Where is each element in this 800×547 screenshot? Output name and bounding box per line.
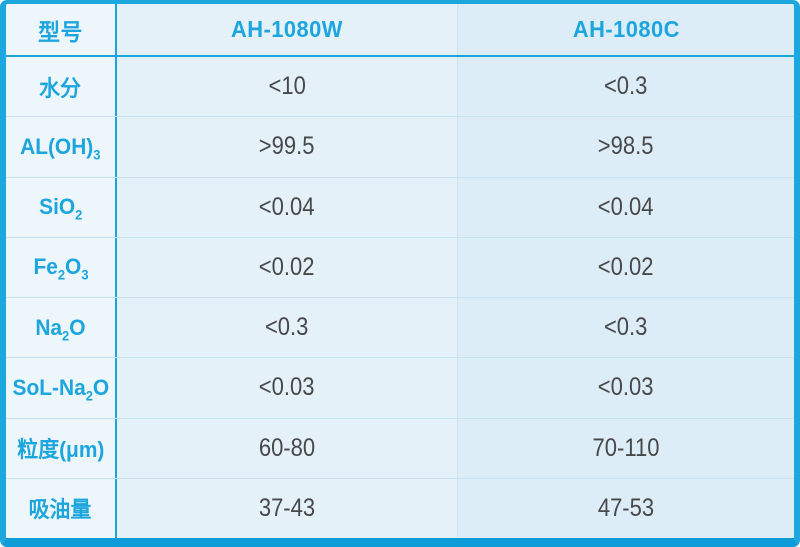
- cell-value: >98.5: [598, 132, 654, 161]
- value-cell: <0.3: [458, 57, 794, 117]
- value-cell: 70-110: [458, 418, 794, 478]
- table-row: AL(OH)3 >99.5 >98.5: [6, 116, 794, 177]
- row-label-cell: 吸油量: [6, 478, 117, 538]
- row-label-cell: SiO2: [6, 177, 117, 237]
- row-label: SoL-Na2O: [12, 374, 109, 404]
- value-cell: <0.04: [458, 177, 794, 237]
- table-row: Fe2O3 <0.02 <0.02: [6, 236, 794, 297]
- cell-value: <0.04: [259, 192, 315, 221]
- table-row: SiO2 <0.04 <0.04: [6, 176, 794, 237]
- table-row: 吸油量 37-43 47-53: [6, 477, 794, 538]
- cell-value: <0.3: [604, 72, 648, 101]
- value-cell: 60-80: [117, 418, 458, 478]
- row-label: SiO2: [38, 194, 83, 223]
- row-label: AL(OH)3: [20, 133, 101, 163]
- row-label-cell: SoL-Na2O: [6, 358, 117, 418]
- cell-value: <0.04: [598, 192, 654, 221]
- cell-value: 47-53: [597, 493, 655, 522]
- header-model-cell: 型号: [6, 4, 117, 55]
- value-cell: <0.02: [458, 237, 794, 297]
- row-label-cell: Na2O: [6, 298, 117, 358]
- cell-value: >99.5: [259, 132, 315, 161]
- value-cell: <0.02: [117, 237, 458, 297]
- cell-value: <0.02: [259, 252, 315, 281]
- cell-value: <0.3: [265, 313, 309, 342]
- table-row: SoL-Na2O <0.03 <0.03: [6, 357, 794, 418]
- row-label: Fe2O3: [32, 254, 89, 283]
- row-label-cell: 粒度(μm): [6, 418, 117, 478]
- header-col-label: AH-1080W: [231, 16, 343, 42]
- header-model-label: 型号: [38, 18, 83, 45]
- row-label-cell: AL(OH)3: [6, 117, 117, 177]
- table-row: 粒度(μm) 60-80 70-110: [6, 417, 794, 478]
- value-cell: >99.5: [117, 117, 458, 177]
- value-cell: 37-43: [117, 478, 458, 538]
- table-row: 水分 <10 <0.3: [6, 57, 794, 117]
- cell-value: <0.3: [604, 313, 648, 342]
- cell-value: <0.03: [259, 373, 315, 402]
- header-col-label: AH-1080C: [572, 16, 680, 42]
- value-cell: <0.04: [117, 177, 458, 237]
- value-cell: >98.5: [458, 117, 794, 177]
- cell-value: 70-110: [592, 433, 660, 462]
- cell-value: <0.03: [598, 373, 654, 402]
- table-header-row: 型号 AH-1080W AH-1080C: [6, 4, 794, 57]
- row-label: Na2O: [35, 314, 86, 344]
- value-cell: <0.03: [458, 358, 794, 418]
- value-cell: <0.3: [117, 298, 458, 358]
- value-cell: 47-53: [458, 478, 794, 538]
- value-cell: <10: [117, 57, 458, 117]
- value-cell: <0.3: [458, 298, 794, 358]
- header-col-ah-1080c: AH-1080C: [458, 4, 794, 55]
- header-col-ah-1080w: AH-1080W: [117, 4, 458, 55]
- cell-value: <0.02: [598, 252, 654, 281]
- row-label: 吸油量: [29, 497, 92, 523]
- table-body: 水分 <10 <0.3 AL(OH)3 >99.5 >98.5 SiO2 <0.04 <0.04…: [6, 57, 794, 538]
- row-label: 粒度(μm): [16, 437, 105, 463]
- cell-value: 60-80: [258, 433, 316, 462]
- cell-value: 37-43: [258, 493, 316, 522]
- row-label-cell: 水分: [6, 57, 117, 117]
- row-label: 水分: [39, 75, 82, 101]
- table-row: Na2O <0.3 <0.3: [6, 297, 794, 358]
- row-label-cell: Fe2O3: [6, 237, 117, 297]
- value-cell: <0.03: [117, 358, 458, 418]
- cell-value: <10: [268, 72, 306, 101]
